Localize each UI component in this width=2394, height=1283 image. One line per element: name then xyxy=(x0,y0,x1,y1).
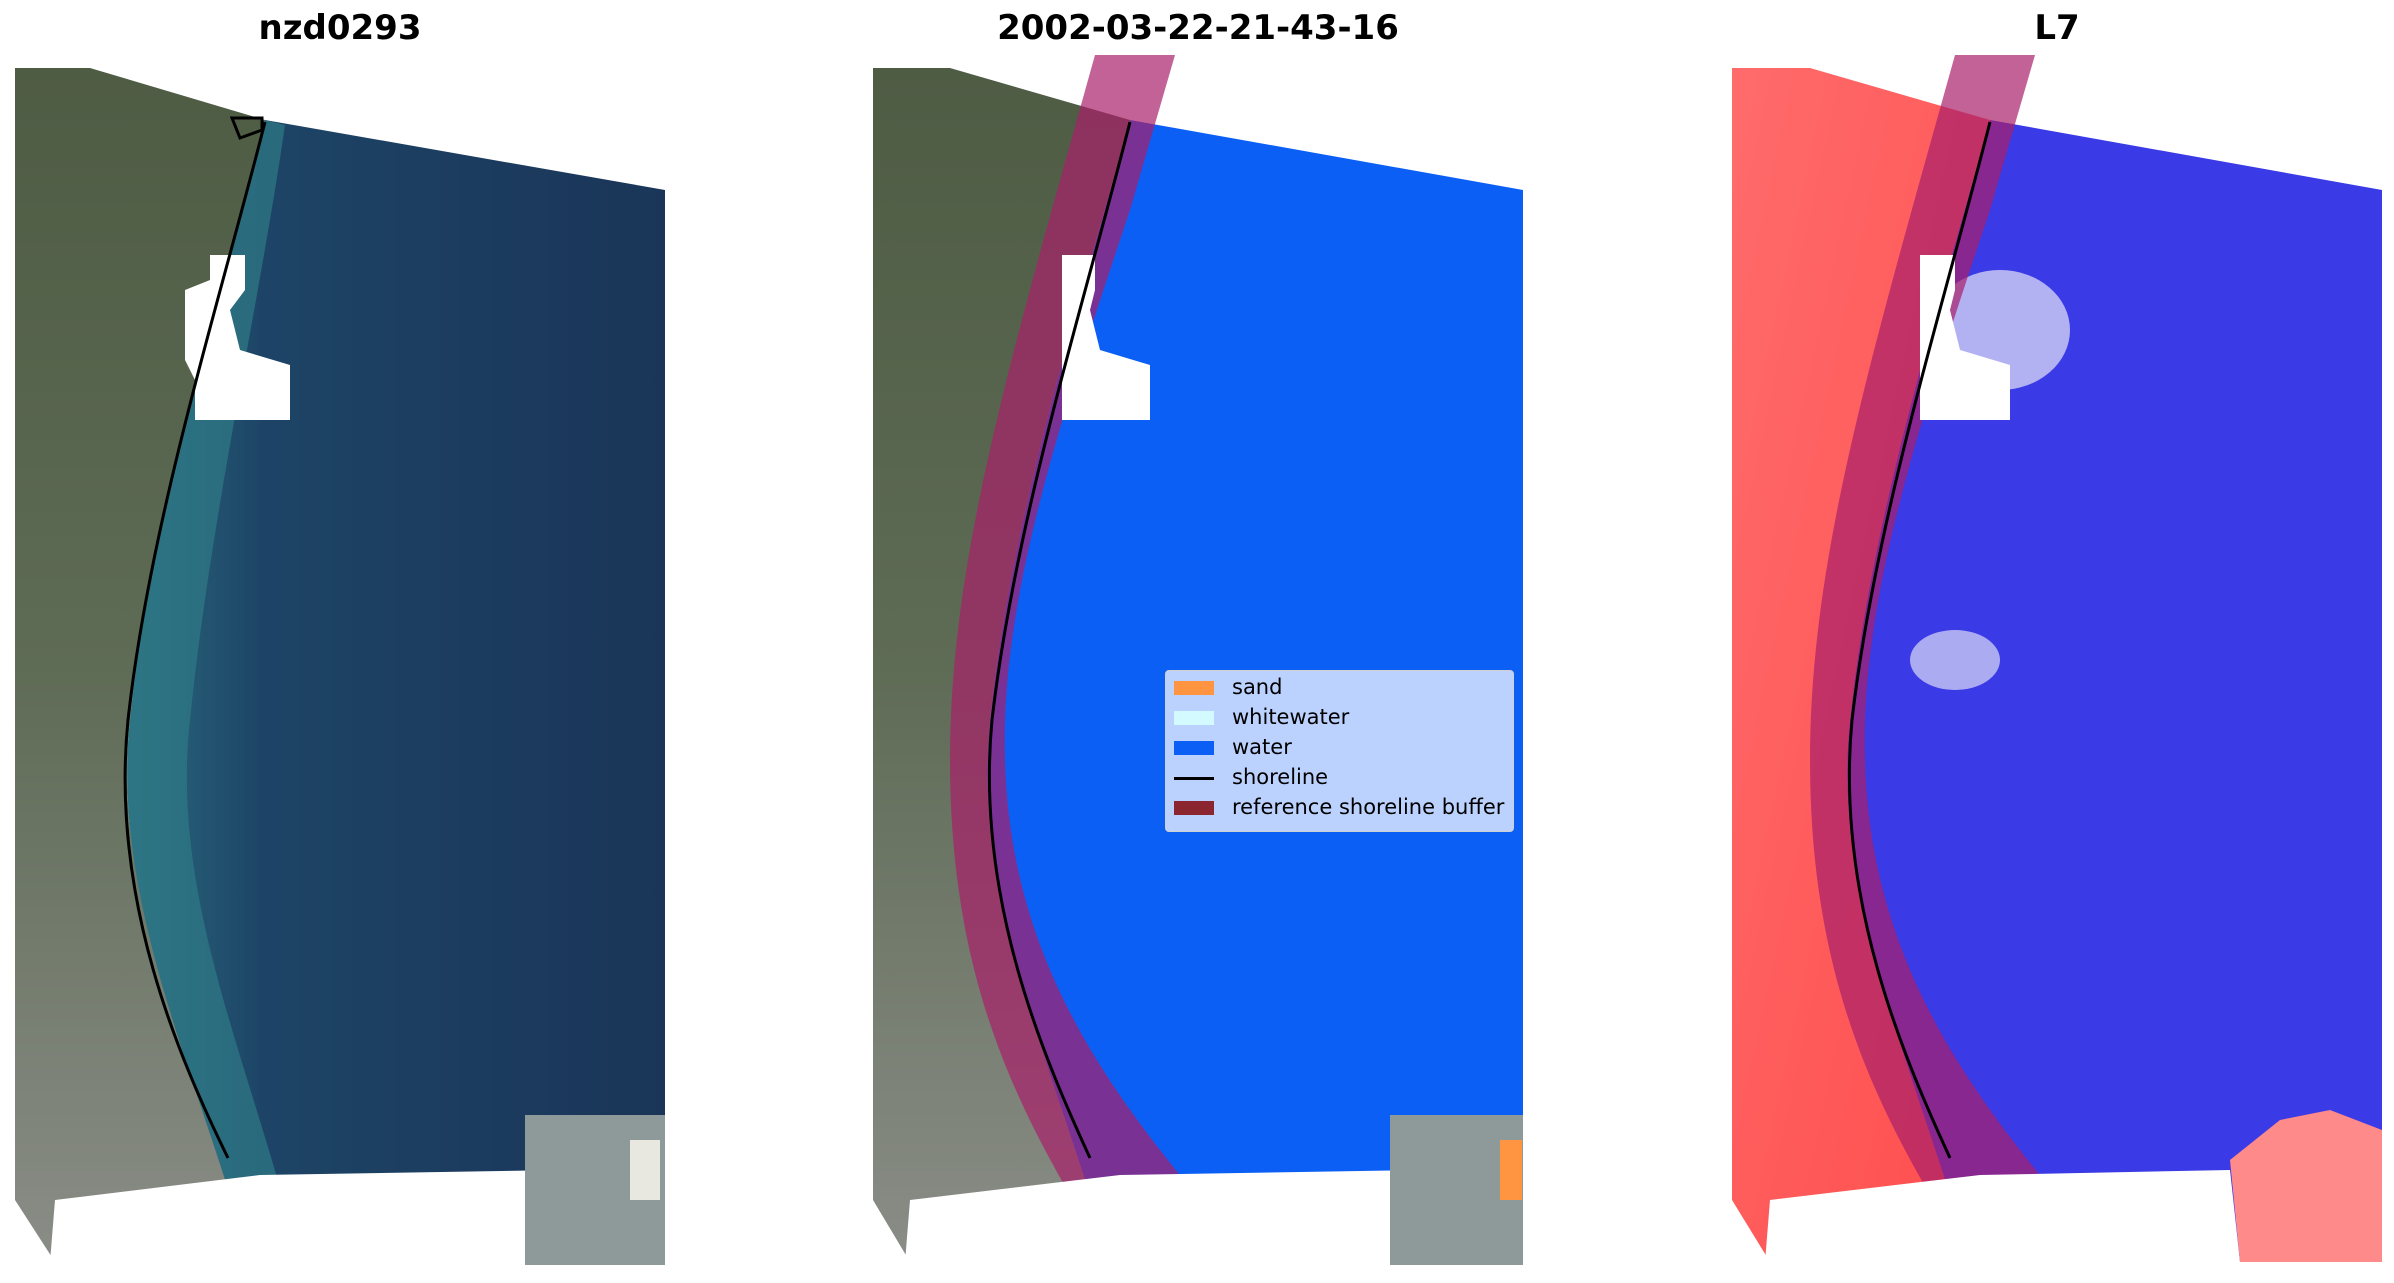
legend-label: whitewater xyxy=(1232,705,1350,729)
panel-title-date: 2002-03-22-21-43-16 xyxy=(997,8,1399,48)
legend-item-sand: sand xyxy=(1166,673,1513,703)
legend-label: reference shoreline buffer xyxy=(1232,795,1505,819)
legend-label: shoreline xyxy=(1232,765,1329,789)
legend-item-buffer: reference shoreline buffer xyxy=(1166,793,1513,823)
legend-item-water: water xyxy=(1166,733,1513,763)
sand-swatch xyxy=(1174,681,1214,695)
panel-title-rgb: nzd0293 xyxy=(258,8,422,48)
legend: sand whitewater water shoreline referenc… xyxy=(1165,670,1514,832)
legend-item-whitewater: whitewater xyxy=(1166,703,1513,733)
legend-label: water xyxy=(1232,735,1292,759)
rgb-panel xyxy=(15,68,665,1265)
classification-panel xyxy=(873,55,1523,1265)
buffer-swatch xyxy=(1174,801,1214,815)
shoreline-line-swatch xyxy=(1174,777,1214,780)
index-panel xyxy=(1732,55,2382,1262)
legend-label: sand xyxy=(1232,675,1283,699)
legend-item-shoreline: shoreline xyxy=(1166,763,1513,793)
panel-title-sensor: L7 xyxy=(2034,8,2080,48)
whitewater-swatch xyxy=(1174,711,1214,725)
water-swatch xyxy=(1174,741,1214,755)
